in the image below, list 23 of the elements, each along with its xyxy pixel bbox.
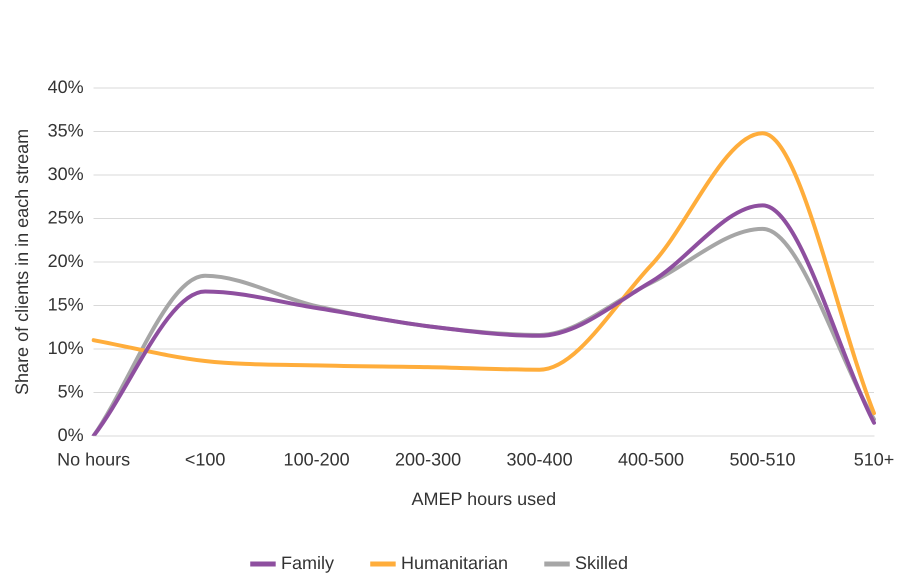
y-tick-label: 5% <box>58 381 84 402</box>
legend-label: Skilled <box>575 552 628 573</box>
x-tick-label: 500-510 <box>729 450 796 470</box>
legend-label: Humanitarian <box>400 552 508 573</box>
x-axis-title: AMEP hours used <box>411 489 556 510</box>
legend-label: Family <box>280 552 334 573</box>
y-tick-label: 35% <box>48 120 84 140</box>
y-tick-label: 25% <box>48 207 84 228</box>
line-series <box>92 131 876 416</box>
x-tick-label: 510+ <box>854 450 894 470</box>
x-tick-label: 200-300 <box>395 450 462 470</box>
y-tick-label: 15% <box>48 294 84 314</box>
x-tick-label: 100-200 <box>284 450 350 470</box>
x-tick-label: 400-500 <box>618 450 684 470</box>
y-tick-label: 30% <box>48 164 84 184</box>
y-tick-label: 10% <box>48 338 84 358</box>
y-tick-label: 40% <box>48 76 84 97</box>
y-axis-title: Share of clients in in each stream <box>12 128 32 395</box>
x-tick-label: 300-400 <box>506 450 573 470</box>
x-tick-label: No hours <box>57 450 130 470</box>
x-tick-label: <100 <box>184 450 226 470</box>
y-tick-label: 20% <box>48 250 84 271</box>
y-tick-label: 0% <box>58 424 84 445</box>
